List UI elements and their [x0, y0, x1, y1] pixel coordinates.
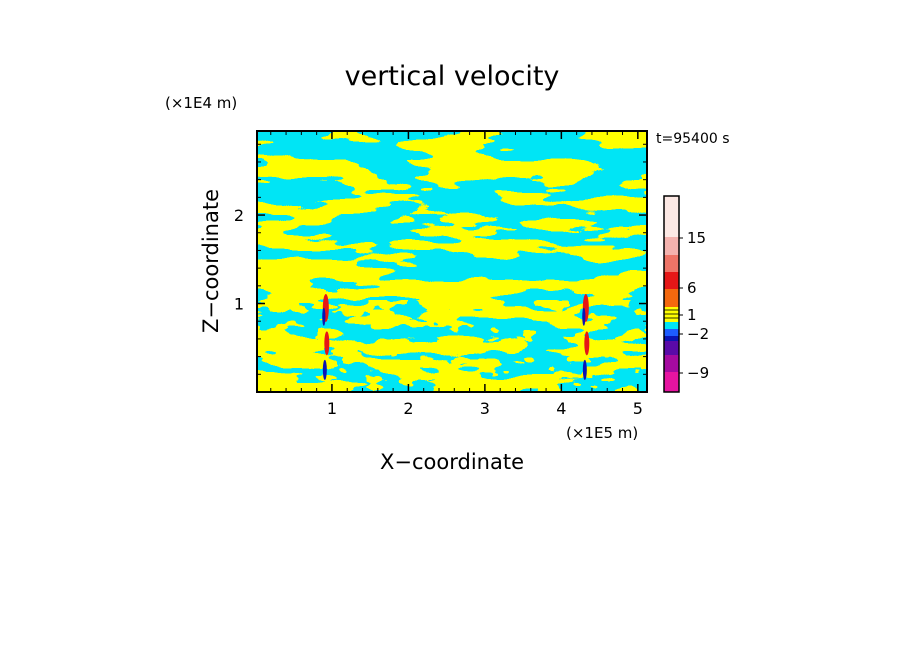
updraft-cores	[322, 293, 590, 380]
downdraft-core	[322, 359, 327, 380]
colorbar-swatch	[664, 322, 679, 329]
velocity-field	[257, 131, 647, 392]
x-axis: 1 2 3 4 5	[270, 131, 643, 418]
y-tick-label: 2	[234, 206, 244, 225]
colorbar-frame	[663, 195, 680, 393]
updraft-core	[324, 331, 330, 356]
colorbar-label: 6	[687, 279, 697, 297]
colorbar-label: −2	[687, 325, 709, 343]
plot-frame	[256, 130, 648, 393]
colorbar-label: 15	[687, 229, 706, 247]
colorbar-swatch	[664, 307, 679, 322]
x-tick-label: 2	[403, 399, 413, 418]
colorbar-label: −9	[687, 364, 709, 382]
y-tick-label: 1	[234, 295, 244, 314]
updraft-core	[584, 331, 590, 356]
colorbar-label: 1	[687, 306, 697, 324]
y-axis: 12	[234, 143, 647, 375]
updraft-column	[582, 293, 590, 380]
colorbar-swatch	[664, 237, 679, 255]
colorbar-swatch	[664, 341, 679, 355]
x-axis-title: X−coordinate	[380, 450, 524, 474]
colorbar-swatch	[664, 336, 679, 341]
downdraft-core	[322, 307, 326, 326]
colorbar: 15 6 1−2 −9	[663, 195, 709, 393]
chart-title: vertical velocity	[345, 61, 560, 92]
y-unit-label: (×1E4 m)	[165, 94, 237, 112]
colorbar-swatch	[664, 272, 679, 289]
x-tick-label: 3	[480, 399, 490, 418]
colorbar-swatch	[664, 255, 679, 272]
y-axis-title: Z−coordinate	[199, 189, 223, 333]
updraft-column	[322, 293, 330, 380]
x-tick-label: 4	[556, 399, 566, 418]
colorbar-swatch	[664, 355, 679, 372]
downdraft-core	[582, 307, 586, 326]
colorbar-swatch	[664, 289, 679, 307]
positive-velocity-streaks	[257, 300, 647, 392]
colorbar-swatch	[664, 196, 679, 237]
x-unit-label: (×1E5 m)	[566, 424, 638, 442]
downdraft-core	[582, 359, 587, 380]
time-label: t=95400 s	[656, 131, 730, 147]
x-tick-label: 5	[633, 399, 643, 418]
colorbar-swatch	[664, 372, 679, 392]
x-tick-label: 1	[327, 399, 337, 418]
colorbar-swatch	[664, 329, 679, 336]
